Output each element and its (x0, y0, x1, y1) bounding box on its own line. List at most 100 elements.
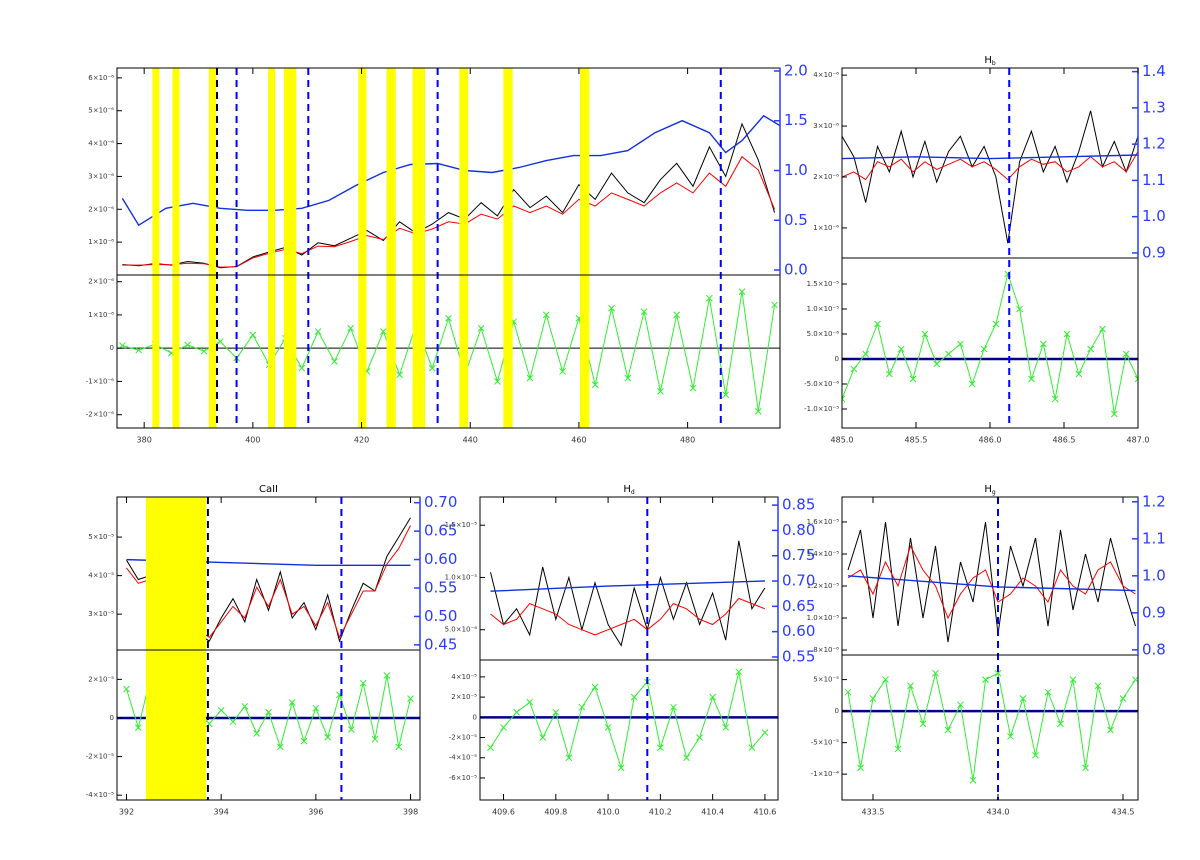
panel-title: Hd (623, 484, 635, 496)
x-tick-label: 410.4 (701, 808, 724, 817)
y-tick-label: 3×10⁻⁵ (88, 610, 114, 618)
x-tick-label: 480 (680, 436, 695, 445)
y2-tick-label: 1.0 (1142, 207, 1166, 225)
residual-marker (761, 729, 769, 736)
residual-marker (494, 378, 501, 385)
residual-y-tick-label: 0 (110, 714, 114, 722)
y2-tick-label: 1.5 (784, 111, 808, 129)
residual-y-tick-label: -4×10⁻⁵ (449, 754, 477, 762)
x-tick-label: 409.6 (492, 808, 515, 817)
residual-marker (200, 347, 208, 355)
residual-marker (383, 672, 391, 679)
residual-y-tick-label: 5×10⁻⁵ (813, 676, 839, 684)
y-tick-label: 1.4×10⁻⁵ (807, 550, 840, 558)
x-tick-label: 409.8 (544, 808, 567, 817)
y-tick-label: 1.0×10⁻⁵ (445, 573, 478, 581)
spectrum-line (842, 151, 1138, 181)
residual-marker (331, 358, 338, 365)
residual-marker (1032, 751, 1039, 759)
x-tick-label: 420 (354, 436, 369, 445)
y-tick-label: 2×10⁻⁶ (88, 205, 114, 213)
residual-marker (396, 371, 403, 379)
axes-frame (479, 659, 779, 801)
residual-marker (842, 395, 846, 403)
residual-marker (276, 743, 284, 751)
x-tick-label: 485.5 (905, 436, 928, 445)
y-tick-label: 1.0×10⁻⁵ (807, 614, 840, 622)
x-tick-label: 410.6 (753, 808, 776, 817)
residual-y-tick-label: 0 (473, 713, 477, 721)
spectrum-line (847, 521, 1136, 643)
residual-marker (1028, 375, 1035, 383)
x-tick-label: 396 (308, 808, 323, 817)
residual-marker (624, 374, 632, 382)
residual-marker (241, 703, 249, 710)
residual-marker (249, 331, 257, 339)
y2-tick-label: 0.55 (782, 647, 815, 665)
y2-tick-label: 0.8 (1142, 640, 1166, 658)
y2-tick-label: 0.70 (424, 493, 457, 511)
residual-y-tick-label: 2×10⁻⁵ (451, 693, 477, 701)
residual-marker (919, 720, 927, 728)
residual-marker (673, 311, 681, 319)
residual-marker (229, 718, 237, 726)
residual-y-tick-label: -2×10⁻⁵ (449, 734, 477, 742)
residual-marker (696, 734, 703, 741)
residual-marker (709, 693, 717, 701)
residual-marker (123, 685, 130, 693)
x-tick-label: 434.0 (987, 808, 1010, 817)
residual-marker (907, 682, 914, 690)
residual-marker (608, 304, 615, 312)
residual-y-tick-label: -1×10⁻⁴ (811, 770, 839, 778)
spectrum-line (122, 155, 776, 268)
residual-marker (1019, 695, 1027, 702)
residual-marker (559, 368, 566, 375)
residual-marker (347, 726, 355, 733)
y-tick-label: 4×10⁻⁶ (813, 71, 839, 79)
residual-marker (1069, 676, 1077, 683)
x-tick-label: 487.0 (1127, 436, 1150, 445)
residual-line (842, 272, 1138, 415)
panel-title: Hb (984, 55, 996, 67)
residual-marker (1099, 325, 1106, 333)
residual-marker (844, 688, 852, 696)
y-tick-label: 2×10⁻⁶ (813, 173, 839, 181)
highlight-band (208, 68, 217, 428)
residual-marker (882, 676, 889, 683)
x-tick-label: 485.0 (831, 436, 854, 445)
y2-tick-label: 0.5 (784, 211, 808, 229)
y-tick-label: 3×10⁻⁶ (88, 172, 114, 180)
y-tick-label: 6×10⁻⁶ (88, 74, 114, 82)
upper-plot (490, 540, 766, 647)
residual-marker (771, 301, 778, 309)
y2-tick-label: 0.9 (1142, 243, 1166, 261)
residual-line (847, 672, 1136, 781)
x-tick-label: 380 (137, 436, 152, 445)
y2-tick-label: 0.0 (784, 261, 808, 279)
residual-marker (513, 708, 520, 716)
title-main: H (984, 484, 992, 495)
title-subscript: d (631, 489, 635, 496)
y-tick-label: 5.0×10⁻⁶ (445, 626, 478, 634)
residual-marker (657, 744, 664, 751)
residual-marker (894, 745, 902, 753)
residual-marker (445, 314, 452, 322)
residual-marker (1087, 345, 1094, 353)
residual-marker (526, 698, 534, 706)
x-tick-label: 400 (245, 436, 260, 445)
residual-marker (1134, 375, 1138, 383)
residual-marker (1075, 370, 1083, 378)
residual-marker (640, 308, 648, 315)
upper-plot (842, 110, 1138, 244)
x-tick-label: 410.2 (649, 808, 672, 817)
residual-marker (500, 724, 507, 731)
x-tick-label: 486.0 (979, 436, 1002, 445)
residual-marker (347, 324, 355, 332)
residual-marker (945, 350, 952, 358)
residual-marker (933, 360, 941, 368)
residual-marker (944, 726, 952, 734)
title-main: H (984, 55, 992, 66)
residual-marker (1051, 395, 1059, 403)
y2-tick-label: 0.70 (782, 572, 815, 590)
residual-marker (135, 346, 143, 354)
